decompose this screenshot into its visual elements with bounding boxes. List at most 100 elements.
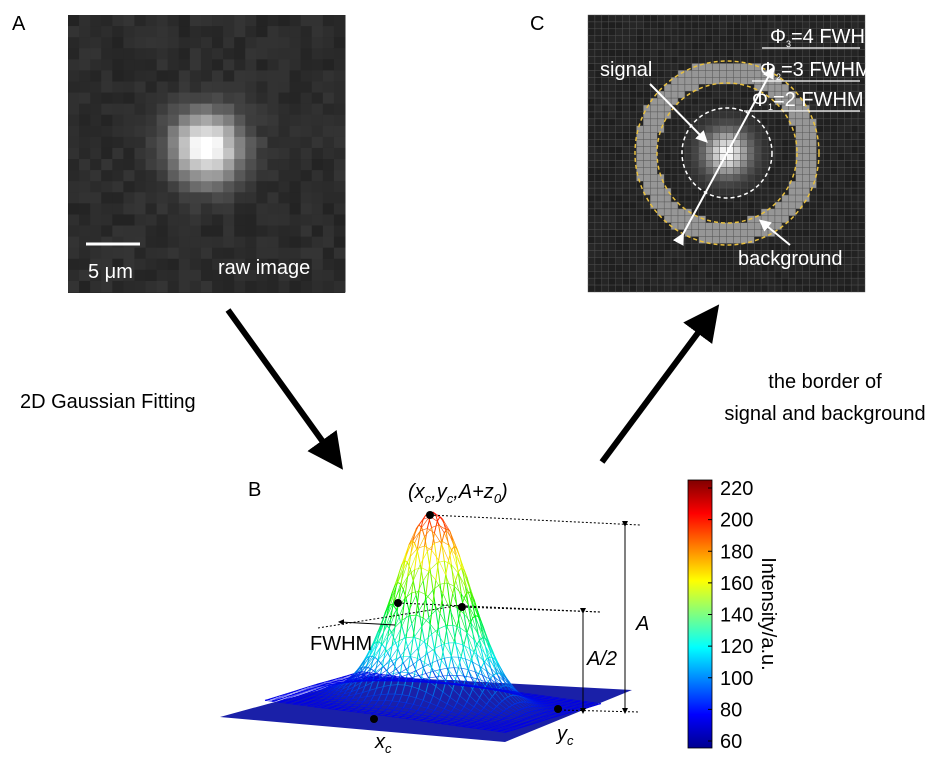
pixel bbox=[692, 112, 699, 119]
text-piece: c bbox=[567, 733, 574, 748]
pixel bbox=[623, 202, 630, 209]
pixel bbox=[630, 126, 637, 133]
pixel bbox=[602, 278, 609, 285]
pixel bbox=[68, 104, 80, 116]
mesh bbox=[296, 691, 303, 692]
pixel bbox=[844, 147, 851, 154]
pixel bbox=[740, 140, 747, 147]
pixel bbox=[588, 22, 595, 29]
pixel bbox=[588, 278, 595, 285]
pixel bbox=[830, 237, 837, 244]
pixel bbox=[112, 203, 124, 215]
pixel bbox=[245, 126, 257, 138]
pixel bbox=[79, 81, 91, 93]
pixel bbox=[112, 137, 124, 149]
pixel bbox=[796, 278, 803, 285]
pixel bbox=[101, 70, 113, 82]
pixel bbox=[754, 271, 761, 278]
pixel bbox=[290, 59, 302, 71]
pixel bbox=[740, 91, 747, 98]
pixel bbox=[740, 278, 747, 285]
pixel bbox=[858, 216, 865, 223]
pixel bbox=[123, 48, 135, 60]
pixel bbox=[685, 181, 692, 188]
pixel bbox=[146, 148, 158, 160]
pixel bbox=[68, 48, 80, 60]
pixel bbox=[256, 159, 268, 171]
pixel bbox=[678, 15, 685, 22]
pixel bbox=[671, 22, 678, 29]
pixel bbox=[727, 133, 734, 140]
pixel bbox=[312, 115, 324, 127]
label: A/2 bbox=[586, 648, 617, 670]
pixel bbox=[851, 230, 858, 237]
pixel bbox=[623, 154, 630, 161]
mesh bbox=[444, 657, 451, 658]
pixel bbox=[678, 216, 685, 223]
mesh bbox=[464, 570, 467, 577]
pixel bbox=[595, 43, 602, 50]
pixel bbox=[134, 126, 146, 138]
pixel bbox=[223, 126, 235, 138]
pixel bbox=[101, 248, 113, 260]
pixel bbox=[79, 203, 91, 215]
pixel bbox=[609, 271, 616, 278]
pixel bbox=[858, 181, 865, 188]
pixel bbox=[650, 278, 657, 285]
mesh bbox=[482, 638, 485, 639]
pixel bbox=[90, 181, 102, 193]
pixel bbox=[290, 192, 302, 204]
pixel bbox=[623, 105, 630, 112]
pixel bbox=[761, 36, 768, 43]
pixel bbox=[334, 181, 346, 193]
pixel bbox=[754, 36, 761, 43]
pixel bbox=[146, 192, 158, 204]
pixel bbox=[817, 15, 824, 22]
pixel bbox=[234, 81, 246, 93]
pixel bbox=[636, 29, 643, 36]
pixel bbox=[685, 278, 692, 285]
pixel bbox=[623, 257, 630, 264]
pixel bbox=[623, 160, 630, 167]
pixel bbox=[134, 70, 146, 82]
pixel bbox=[602, 126, 609, 133]
pixel bbox=[602, 271, 609, 278]
pixel bbox=[602, 22, 609, 29]
mesh bbox=[423, 595, 426, 618]
pixel bbox=[588, 174, 595, 181]
pixel bbox=[747, 181, 754, 188]
pixel bbox=[706, 133, 713, 140]
pixel bbox=[650, 237, 657, 244]
pixel bbox=[146, 93, 158, 105]
pixel bbox=[245, 26, 257, 38]
mesh bbox=[430, 563, 437, 570]
pixel bbox=[837, 140, 844, 147]
pixel bbox=[602, 50, 609, 57]
pixel bbox=[706, 105, 713, 112]
pixel bbox=[671, 154, 678, 161]
pixel bbox=[79, 59, 91, 71]
pixel bbox=[830, 154, 837, 161]
pixel bbox=[609, 126, 616, 133]
pixel bbox=[733, 181, 740, 188]
mesh bbox=[429, 571, 436, 580]
pixel bbox=[223, 170, 235, 182]
mesh bbox=[553, 704, 556, 705]
pixel bbox=[267, 70, 279, 82]
pixel bbox=[134, 93, 146, 105]
pixel bbox=[301, 170, 313, 182]
pixel bbox=[844, 257, 851, 264]
pixel bbox=[636, 98, 643, 105]
pixel bbox=[595, 112, 602, 119]
mesh bbox=[402, 626, 405, 636]
mesh bbox=[468, 661, 471, 670]
mesh bbox=[409, 674, 412, 678]
pixel bbox=[851, 126, 858, 133]
pixel bbox=[616, 43, 623, 50]
pixel bbox=[630, 237, 637, 244]
mesh bbox=[271, 699, 278, 700]
pixel bbox=[234, 48, 246, 60]
label: FWHM bbox=[310, 633, 372, 655]
pixel bbox=[595, 15, 602, 22]
pixel bbox=[706, 257, 713, 264]
